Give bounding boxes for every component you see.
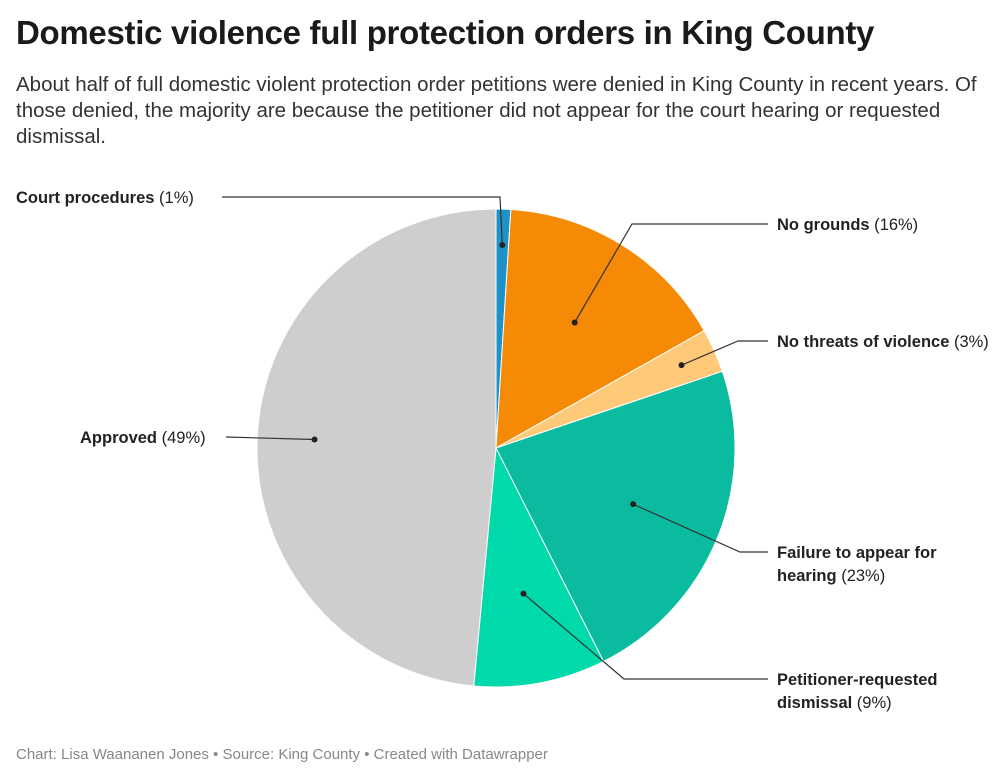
leader-line-failure-to-appear-for-hearing: [632, 503, 768, 553]
leader-dot-no-grounds: [571, 319, 578, 326]
leader-line-petitioner-requested-dismissal: [523, 593, 768, 680]
leader-line-no-threats-of-violence: [681, 340, 768, 366]
slice-label-approved: Approved (49%): [80, 429, 206, 447]
chart-title: Domestic violence full protection orders…: [16, 14, 875, 51]
pie-slices: [256, 208, 736, 688]
slice-label-failure-to-appear-for-hearing: Failure to appear for hearing (23%): [777, 544, 937, 585]
slice-labels: Court procedures (1%) No grounds (16%) No …: [16, 189, 989, 712]
slice-label-no-grounds: No grounds (16%): [777, 216, 918, 234]
leader-line-court-procedures: [222, 196, 503, 245]
leader-dot-petitioner-requested-dismissal: [520, 590, 527, 597]
leader-line-no-grounds: [574, 223, 768, 323]
pie-slice-failure-to-appear-for-hearing: [495, 370, 736, 663]
pie-slice-petitioner-requested-dismissal: [473, 446, 605, 688]
leader-dot-failure-to-appear-for-hearing: [630, 501, 637, 508]
slice-label-petitioner-requested-dismissal: Petitioner-requested dismissal (9%): [777, 671, 937, 712]
slice-label-no-threats-of-violence: No threats of violence (3%): [777, 333, 989, 351]
leader-dot-approved: [311, 436, 318, 443]
slice-label-court-procedures: Court procedures (1%): [16, 189, 194, 207]
chart-footer: Chart: Lisa Waananen Jones • Source: Kin…: [16, 746, 548, 763]
leader-dot-court-procedures: [499, 241, 506, 248]
pie-slice-no-grounds: [495, 208, 705, 449]
pie-slice-approved: [256, 208, 497, 687]
leader-dot-no-threats-of-violence: [678, 362, 685, 369]
leader-line-approved: [225, 436, 315, 441]
leader-lines: [222, 196, 768, 680]
chart-subtitle: About half of full domestic violent prot…: [16, 73, 977, 148]
